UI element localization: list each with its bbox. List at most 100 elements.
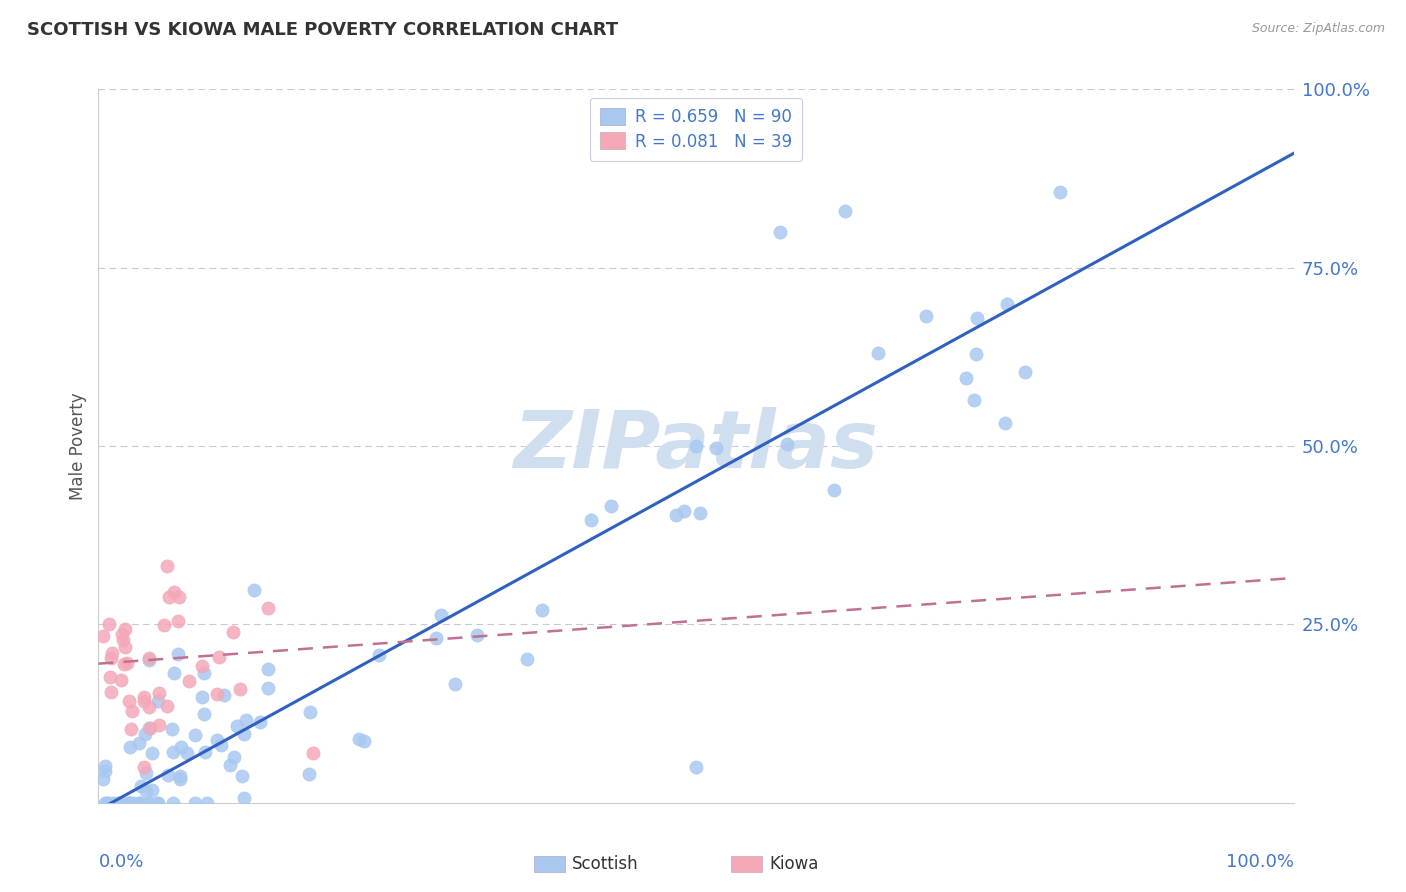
Point bbox=[135, 766, 157, 780]
Point bbox=[162, 796, 184, 810]
Point bbox=[430, 607, 453, 622]
Point bbox=[135, 784, 157, 798]
Point bbox=[120, 722, 142, 736]
Point bbox=[205, 687, 228, 701]
Point bbox=[163, 666, 186, 681]
Y-axis label: Male Poverty: Male Poverty bbox=[69, 392, 87, 500]
Point bbox=[146, 796, 169, 810]
Point bbox=[301, 747, 323, 761]
Point bbox=[257, 662, 280, 676]
Point bbox=[156, 699, 179, 714]
Point bbox=[194, 745, 217, 759]
Point bbox=[148, 796, 170, 810]
Point bbox=[96, 796, 118, 810]
Text: Scottish: Scottish bbox=[572, 855, 638, 873]
Point bbox=[195, 796, 218, 810]
Point bbox=[93, 759, 115, 773]
Point bbox=[115, 656, 138, 670]
Point bbox=[156, 558, 179, 573]
Point bbox=[93, 796, 115, 810]
Point bbox=[167, 591, 190, 605]
Point bbox=[136, 796, 159, 810]
Point bbox=[117, 796, 139, 810]
Point bbox=[191, 659, 214, 673]
Point bbox=[114, 622, 136, 636]
Text: SCOTTISH VS KIOWA MALE POVERTY CORRELATION CHART: SCOTTISH VS KIOWA MALE POVERTY CORRELATI… bbox=[27, 21, 617, 39]
Point bbox=[134, 760, 156, 774]
Point bbox=[425, 631, 447, 645]
Point bbox=[665, 508, 688, 523]
Point bbox=[955, 371, 977, 385]
Point bbox=[207, 733, 229, 747]
Point bbox=[157, 591, 180, 605]
Point bbox=[138, 650, 160, 665]
Point bbox=[100, 684, 122, 698]
Point bbox=[243, 583, 266, 598]
Point bbox=[101, 796, 124, 810]
Point bbox=[298, 766, 321, 780]
Point bbox=[965, 346, 987, 360]
Point bbox=[516, 652, 538, 666]
Point bbox=[193, 706, 215, 721]
Point bbox=[368, 648, 391, 662]
Point bbox=[121, 705, 143, 719]
Point bbox=[963, 393, 986, 408]
Legend: R = 0.659   N = 90, R = 0.081   N = 39: R = 0.659 N = 90, R = 0.081 N = 39 bbox=[591, 97, 801, 161]
Point bbox=[156, 768, 179, 782]
Point bbox=[673, 504, 696, 518]
Point bbox=[94, 764, 117, 779]
Point bbox=[222, 625, 245, 640]
Point bbox=[349, 731, 371, 746]
Point bbox=[218, 758, 240, 772]
Point bbox=[138, 699, 160, 714]
Point bbox=[823, 483, 845, 497]
Point bbox=[167, 647, 190, 661]
Point bbox=[112, 657, 135, 672]
Point bbox=[229, 681, 252, 696]
Point bbox=[233, 791, 256, 805]
Point bbox=[138, 721, 160, 735]
Point bbox=[100, 650, 122, 665]
Point bbox=[1014, 365, 1036, 379]
Point bbox=[129, 779, 152, 793]
Point bbox=[141, 782, 163, 797]
Point bbox=[232, 726, 254, 740]
Point bbox=[579, 513, 602, 527]
Point bbox=[110, 673, 132, 688]
Point bbox=[1049, 185, 1071, 199]
Point bbox=[118, 694, 141, 708]
Point bbox=[134, 727, 156, 741]
Point bbox=[183, 728, 205, 742]
Point bbox=[226, 719, 249, 733]
Point bbox=[834, 203, 856, 218]
Point bbox=[224, 749, 246, 764]
Point bbox=[257, 681, 280, 695]
Point bbox=[132, 690, 155, 704]
Point bbox=[162, 746, 184, 760]
Point bbox=[169, 769, 191, 783]
Point bbox=[114, 640, 136, 655]
Text: Kiowa: Kiowa bbox=[769, 855, 818, 873]
Text: Source: ZipAtlas.com: Source: ZipAtlas.com bbox=[1251, 22, 1385, 36]
Point bbox=[176, 746, 198, 760]
Point bbox=[995, 297, 1018, 311]
Point bbox=[353, 733, 375, 747]
Point bbox=[214, 688, 236, 702]
Point bbox=[120, 796, 142, 810]
Point bbox=[866, 345, 889, 359]
Point bbox=[299, 705, 322, 719]
Point bbox=[148, 718, 170, 732]
Point bbox=[600, 499, 623, 513]
Point bbox=[184, 796, 207, 810]
Text: 100.0%: 100.0% bbox=[1226, 853, 1294, 871]
Point bbox=[966, 310, 988, 325]
Point bbox=[163, 585, 186, 599]
Point bbox=[689, 506, 711, 520]
Point bbox=[776, 437, 799, 451]
Point bbox=[118, 796, 141, 810]
Point bbox=[107, 796, 129, 810]
Point bbox=[915, 309, 938, 323]
Point bbox=[148, 686, 170, 700]
Point bbox=[107, 796, 129, 810]
Point bbox=[160, 722, 183, 736]
